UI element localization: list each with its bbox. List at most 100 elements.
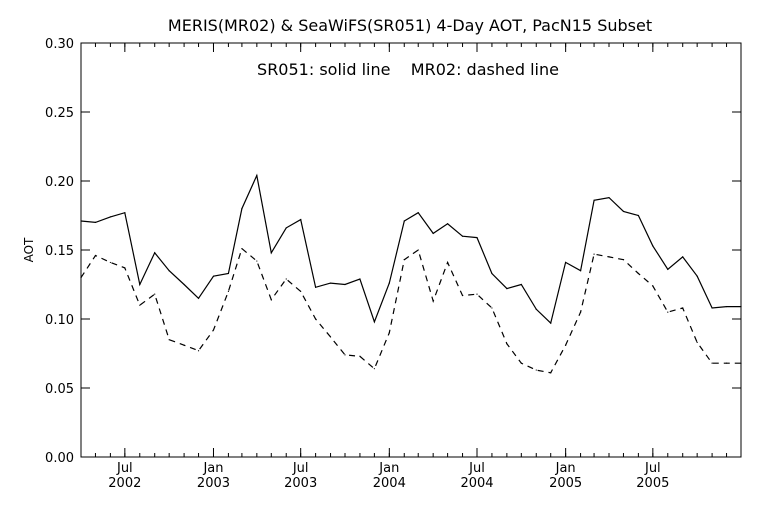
mr02-data-point bbox=[80, 277, 82, 279]
sr051-data-point bbox=[565, 261, 567, 264]
mr02-data-point bbox=[520, 362, 522, 364]
mr02-data-point bbox=[359, 355, 361, 357]
mr02-data-point bbox=[667, 311, 669, 313]
mr02-data-point bbox=[682, 307, 684, 309]
series-layer bbox=[80, 173, 742, 374]
sr051-data-point bbox=[256, 174, 258, 177]
sr051-data-point bbox=[227, 272, 230, 275]
sr051-data-point bbox=[212, 275, 215, 277]
y-axis-label: AOT bbox=[22, 237, 36, 262]
x-tick-year-label: 2005 bbox=[636, 476, 669, 491]
sr051-data-point bbox=[344, 283, 346, 286]
mr02-data-point bbox=[725, 362, 728, 364]
mr02-data-point bbox=[124, 267, 126, 269]
sr051-data-point bbox=[667, 268, 669, 270]
sr051-data-point bbox=[373, 321, 375, 323]
mr02-data-point bbox=[168, 339, 170, 341]
sr051-data-point bbox=[80, 220, 82, 222]
mr02-dashed-line bbox=[80, 247, 741, 374]
sr051-data-point bbox=[461, 235, 464, 237]
x-tick-month-label: Jul bbox=[468, 461, 485, 476]
mr02-data-point bbox=[403, 259, 405, 261]
sr051-data-point bbox=[711, 307, 713, 309]
sr051-data-point bbox=[622, 210, 625, 212]
mr02-data-point bbox=[373, 368, 375, 370]
line-style-annotation: SR051: solid line MR02: dashed line bbox=[257, 60, 559, 79]
y-tick-label: 0.05 bbox=[45, 382, 74, 397]
x-tick-year-label: 2004 bbox=[373, 476, 406, 491]
sr051-data-point bbox=[285, 227, 287, 229]
mr02-data-point bbox=[227, 290, 230, 292]
sr051-data-point bbox=[329, 282, 332, 284]
y-tick-label: 0.10 bbox=[45, 313, 74, 328]
x-tick-month-label: Jan bbox=[555, 461, 576, 476]
mr02-data-point bbox=[432, 300, 434, 302]
mr02-data-point bbox=[447, 261, 449, 264]
mr02-data-point bbox=[506, 343, 508, 345]
sr051-data-point bbox=[725, 305, 728, 308]
sr051-data-point bbox=[154, 252, 156, 254]
sr051-data-point bbox=[183, 283, 185, 286]
mr02-data-point bbox=[696, 341, 698, 344]
x-axis-ticks: Jul2002Jan2003Jul2003Jan2004Jul2004Jan20… bbox=[94, 43, 728, 491]
mr02-data-point bbox=[565, 344, 567, 346]
sr051-data-point bbox=[300, 219, 302, 221]
mr02-data-point bbox=[256, 260, 258, 262]
x-tick-month-label: Jan bbox=[378, 461, 399, 476]
mr02-data-point bbox=[491, 307, 493, 309]
mr02-data-point bbox=[197, 350, 200, 352]
x-tick-year-label: 2003 bbox=[284, 476, 317, 491]
sr051-data-point bbox=[740, 305, 742, 308]
x-tick-month-label: Jul bbox=[644, 461, 661, 476]
y-tick-label: 0.00 bbox=[45, 451, 74, 466]
sr051-data-point bbox=[124, 212, 126, 214]
sr051-data-point bbox=[476, 236, 478, 239]
sr051-data-point bbox=[506, 288, 508, 290]
sr051-data-point bbox=[270, 252, 272, 254]
sr051-data-point bbox=[535, 308, 537, 310]
mr02-data-point bbox=[183, 344, 185, 346]
mr02-data-point bbox=[652, 285, 654, 287]
mr02-data-point bbox=[476, 293, 478, 295]
sr051-data-point bbox=[197, 297, 200, 299]
sr051-data-point bbox=[550, 322, 552, 324]
sr051-data-point bbox=[109, 216, 111, 218]
sr051-data-point bbox=[520, 283, 522, 286]
y-tick-label: 0.25 bbox=[45, 106, 74, 121]
mr02-data-point bbox=[212, 329, 215, 331]
x-tick-year-label: 2002 bbox=[108, 476, 141, 491]
sr051-data-point bbox=[593, 199, 595, 201]
sr051-data-point bbox=[652, 245, 654, 247]
mr02-data-point bbox=[622, 259, 625, 261]
y-tick-label: 0.20 bbox=[45, 175, 74, 190]
x-tick-month-label: Jan bbox=[202, 461, 223, 476]
mr02-data-point bbox=[300, 290, 302, 292]
mr02-data-point bbox=[550, 372, 552, 374]
x-tick-year-label: 2003 bbox=[197, 476, 230, 491]
x-tick-month-label: Jul bbox=[116, 461, 133, 476]
mr02-data-point bbox=[285, 278, 287, 280]
x-tick-month-label: Jul bbox=[292, 461, 309, 476]
mr02-data-point bbox=[388, 332, 390, 334]
mr02-data-point bbox=[711, 362, 713, 364]
mr02-data-point bbox=[579, 311, 582, 313]
x-tick-year-label: 2005 bbox=[549, 476, 582, 491]
mr02-data-point bbox=[608, 256, 610, 258]
sr051-data-point bbox=[417, 212, 419, 214]
sr051-solid-line bbox=[80, 173, 741, 325]
mr02-data-point bbox=[139, 304, 141, 306]
mr02-data-point bbox=[270, 299, 272, 301]
chart-title: MERIS(MR02) & SeaWiFS(SR051) 4-Day AOT, … bbox=[168, 16, 652, 35]
sr051-data-point bbox=[491, 272, 493, 275]
sr051-data-point bbox=[403, 220, 405, 222]
mr02-data-point bbox=[740, 362, 742, 364]
sr051-data-point bbox=[608, 196, 610, 199]
sr051-data-point bbox=[388, 282, 390, 284]
sr051-data-point bbox=[359, 278, 361, 280]
sr051-data-point bbox=[682, 256, 684, 258]
sr051-data-point bbox=[579, 270, 582, 272]
sr051-data-point bbox=[447, 223, 449, 225]
sr051-data-point bbox=[139, 283, 141, 286]
plot-frame bbox=[80, 42, 742, 458]
